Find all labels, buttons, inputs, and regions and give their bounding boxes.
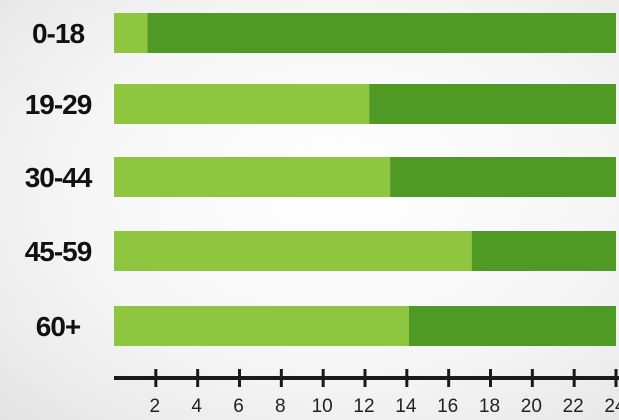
x-tick-label-10: 10 bbox=[312, 396, 333, 417]
bar-segment-45-59-series-1 bbox=[114, 231, 472, 271]
x-tick-label-2: 2 bbox=[150, 396, 161, 417]
x-tick-label-18: 18 bbox=[479, 396, 500, 417]
x-axis: 24681012141618202224 bbox=[114, 369, 619, 417]
bar-segment-30-44-series-1 bbox=[114, 157, 391, 197]
x-tick-label-12: 12 bbox=[353, 396, 374, 417]
category-labels: 0-18 19-29 30-44 45-59 60+ bbox=[25, 18, 94, 342]
bar-segment-45-59-series-2 bbox=[471, 231, 616, 271]
category-label-0-18: 0-18 bbox=[32, 18, 84, 49]
x-tick-label-24: 24 bbox=[604, 396, 619, 417]
bar-segment-19-29-series-2 bbox=[369, 84, 616, 124]
x-tick-label-16: 16 bbox=[437, 396, 458, 417]
x-tick-label-14: 14 bbox=[395, 396, 417, 417]
x-tick-label-22: 22 bbox=[563, 396, 584, 417]
x-tick-label-20: 20 bbox=[521, 396, 542, 417]
bar-segment-60+-series-2 bbox=[408, 306, 616, 346]
category-label-45-59: 45-59 bbox=[25, 236, 92, 267]
bar-segment-0-18-series-1 bbox=[114, 13, 148, 53]
bar-segment-30-44-series-2 bbox=[390, 157, 616, 197]
bar-segment-0-18-series-2 bbox=[147, 13, 616, 53]
bar-segment-60+-series-1 bbox=[114, 306, 409, 346]
x-tick-label-8: 8 bbox=[275, 396, 286, 417]
x-tick-label-6: 6 bbox=[233, 396, 244, 417]
x-tick-label-4: 4 bbox=[191, 396, 202, 417]
category-label-19-29: 19-29 bbox=[25, 89, 92, 120]
bars-group bbox=[114, 13, 616, 346]
category-label-30-44: 30-44 bbox=[25, 162, 93, 193]
bar-segment-19-29-series-1 bbox=[114, 84, 370, 124]
category-label-60+: 60+ bbox=[36, 311, 81, 342]
